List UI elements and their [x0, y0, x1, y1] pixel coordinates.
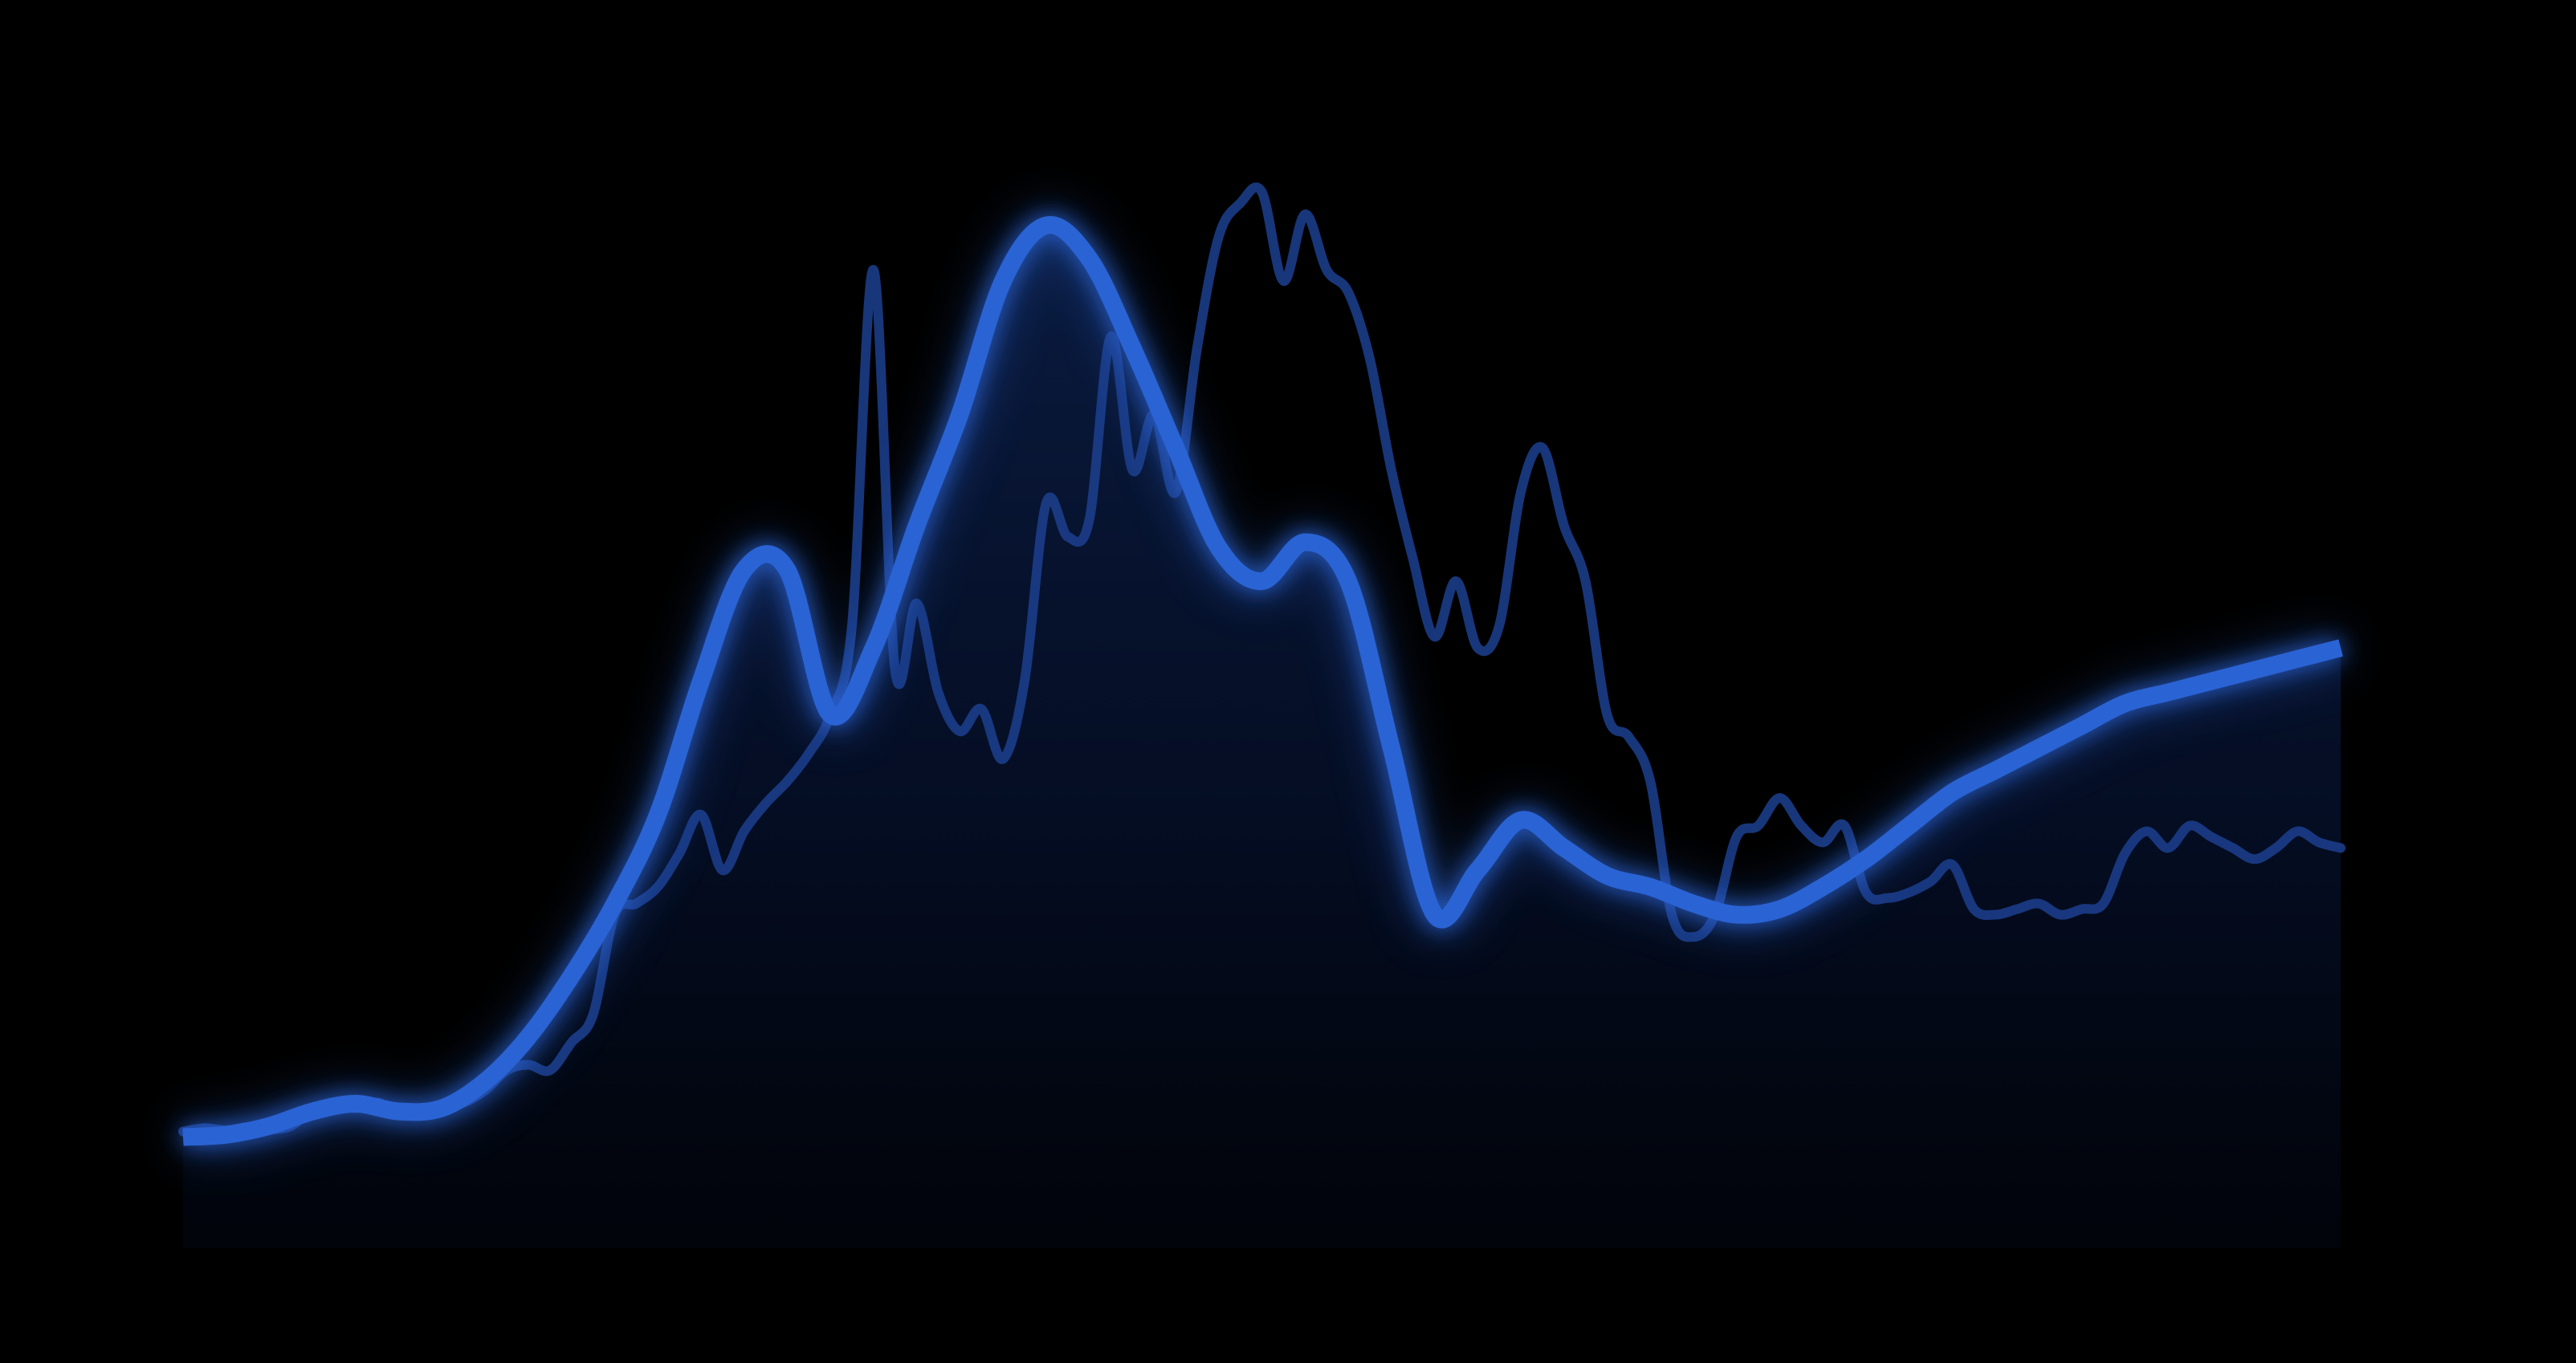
raw-series-layer: [178, 182, 2346, 1137]
smoothed-series-line: [182, 216, 2343, 1146]
area-fill-layer: [183, 225, 2341, 1249]
smoothed-area-fill: [183, 225, 2341, 1249]
raw-series-line: [178, 182, 2346, 1137]
smoothed-series-layer: [181, 209, 2345, 1153]
